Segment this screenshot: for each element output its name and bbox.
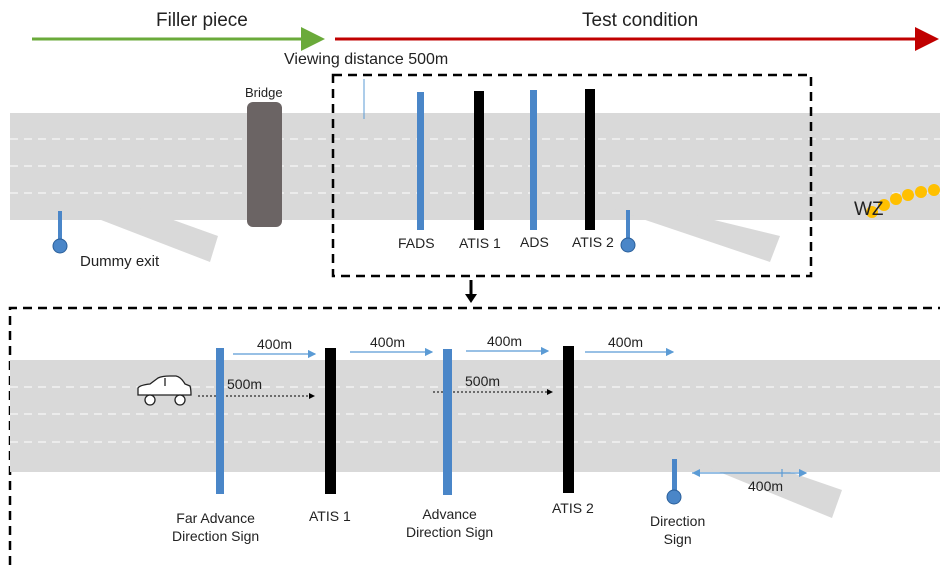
bridge	[247, 102, 282, 227]
dummy-exit-sign	[52, 211, 68, 254]
spacing-label-4: 400m	[608, 334, 644, 350]
fads-detail-label: Far Advance Direction Sign	[172, 510, 260, 545]
visibility-label-1: 500m	[227, 376, 263, 392]
exit-length-label: 400m	[748, 478, 784, 494]
detail-box	[8, 306, 940, 565]
direction-sign-detail	[666, 459, 682, 505]
atis2-detail-label: ATIS 2	[552, 500, 594, 516]
dummy-exit-ramp	[70, 208, 218, 262]
test-condition-label: Test condition	[582, 10, 699, 31]
sign-fads-detail	[216, 348, 224, 494]
ads-detail-label: Advance Direction Sign	[406, 506, 494, 541]
sign-atis1-detail	[325, 348, 336, 494]
spacing-label-3: 400m	[487, 333, 523, 349]
work-zone-label: WZ	[854, 199, 884, 220]
filler-piece-label: Filler piece	[156, 10, 248, 31]
sign-atis1-top	[474, 91, 484, 230]
direction-sign-top	[620, 210, 636, 253]
bridge-label: Bridge	[245, 85, 283, 100]
sign-atis2-detail	[563, 346, 574, 493]
exit-ramp-detail	[690, 460, 842, 518]
work-zone-cones	[866, 184, 940, 218]
atis1-detail-label: ATIS 1	[309, 508, 351, 524]
spacing-label-2: 400m	[370, 334, 406, 350]
car-icon	[137, 375, 192, 406]
sign-ads-top	[530, 90, 537, 230]
fads-top-label: FADS	[398, 235, 435, 251]
ads-top-label: ADS	[520, 234, 549, 250]
viewing-distance-label: Viewing distance 500m	[284, 51, 449, 68]
exit-ramp-top	[610, 208, 780, 262]
direction-sign-detail-label: Direction Sign	[650, 513, 706, 548]
spacing-label-1: 400m	[257, 336, 293, 352]
atis2-top-label: ATIS 2	[572, 234, 614, 250]
atis1-top-label: ATIS 1	[459, 235, 501, 251]
sign-ads-detail	[443, 349, 452, 495]
visibility-label-2: 500m	[465, 373, 501, 389]
sign-fads-top	[417, 92, 424, 230]
dummy-exit-label: Dummy exit	[80, 253, 160, 270]
sign-atis2-top	[585, 89, 595, 230]
test-condition-box	[331, 73, 813, 278]
